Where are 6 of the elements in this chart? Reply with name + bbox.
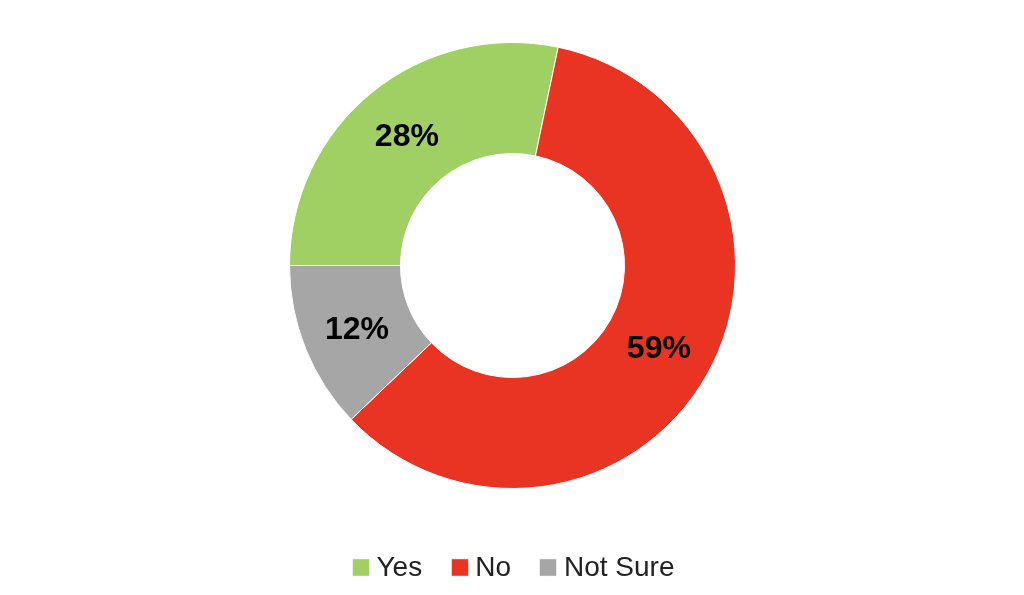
data-label: 59% bbox=[626, 328, 691, 365]
legend-label: Yes bbox=[376, 551, 423, 583]
legend-label: No bbox=[475, 551, 511, 583]
legend-label: Not Sure bbox=[563, 551, 675, 583]
data-label: 12% bbox=[324, 309, 390, 346]
data-label: 28% bbox=[374, 117, 439, 154]
